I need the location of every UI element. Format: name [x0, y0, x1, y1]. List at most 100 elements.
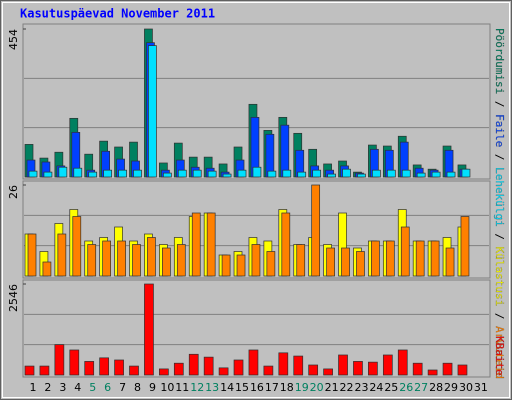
bar	[207, 170, 217, 178]
bar	[265, 133, 275, 178]
bar	[251, 244, 261, 277]
x-tick-label: 6	[104, 381, 111, 394]
legend-entry: KBaite	[493, 336, 506, 376]
bar	[457, 364, 468, 376]
bar	[263, 365, 274, 376]
bar	[129, 365, 139, 376]
bar	[221, 254, 231, 277]
x-tick-label: 5	[89, 381, 96, 394]
bar	[342, 168, 351, 178]
bar	[326, 247, 335, 277]
bar	[248, 349, 259, 376]
bar	[133, 169, 142, 178]
bar	[296, 244, 306, 277]
bar	[173, 362, 184, 376]
bar	[218, 367, 229, 376]
legend-separator: /	[493, 306, 506, 326]
bar	[103, 169, 113, 178]
bar	[412, 362, 423, 376]
x-tick-label: 23	[354, 381, 368, 394]
bar	[356, 251, 365, 277]
bar	[415, 240, 425, 277]
bar	[327, 173, 336, 178]
bar	[69, 349, 80, 376]
x-tick-label: 25	[384, 381, 398, 394]
bar	[446, 171, 456, 178]
bar	[102, 240, 112, 277]
bar	[461, 168, 471, 178]
x-tick-label: 13	[205, 381, 219, 394]
x-tick-label: 12	[190, 381, 204, 394]
bar	[357, 173, 366, 178]
bar	[24, 365, 35, 376]
bar	[39, 365, 50, 376]
bar	[87, 244, 97, 277]
x-tick-label: 14	[220, 381, 234, 394]
bar	[118, 169, 127, 178]
x-tick-label: 31	[474, 381, 488, 394]
bar	[430, 240, 440, 277]
bar	[236, 254, 246, 277]
bar	[427, 369, 438, 376]
bar	[176, 244, 186, 277]
x-tick-label: 15	[235, 381, 249, 394]
x-tick-label: 2	[44, 381, 51, 394]
bar	[58, 166, 68, 178]
bar	[368, 361, 378, 376]
x-tick-label: 27	[414, 381, 428, 394]
legend-entry: Arvuteid	[493, 326, 506, 379]
legend-entry: Faile	[493, 114, 506, 147]
bar	[54, 344, 65, 376]
bar	[382, 354, 393, 376]
bar	[192, 169, 202, 178]
x-tick-label: 17	[265, 381, 279, 394]
legend-separator: /	[493, 147, 506, 167]
legend-entry: Pöördumisi	[493, 28, 506, 94]
bar	[177, 169, 187, 178]
x-tick-label: 7	[119, 381, 126, 394]
bar	[312, 169, 322, 178]
bar	[445, 247, 455, 277]
bar	[206, 212, 216, 277]
bar	[341, 247, 350, 277]
bar	[371, 240, 380, 277]
bar	[297, 171, 307, 178]
bar	[267, 170, 277, 178]
bar	[442, 362, 453, 376]
x-tick-label: 30	[459, 381, 473, 394]
bar	[323, 368, 333, 376]
bar	[162, 247, 171, 277]
bar	[132, 244, 141, 277]
x-tick-label: 16	[250, 381, 264, 394]
bar	[163, 172, 172, 178]
x-tick-label: 18	[280, 381, 294, 394]
bar	[460, 216, 470, 277]
y-tick-label: 26	[7, 185, 20, 199]
legend-separator: /	[493, 94, 506, 114]
bar	[416, 172, 426, 178]
bar	[293, 355, 304, 376]
bar	[431, 171, 441, 178]
bar	[188, 353, 199, 376]
legend: KBaite	[493, 336, 506, 376]
bar	[233, 359, 244, 376]
bar	[114, 359, 124, 376]
bar	[311, 184, 321, 277]
legend: Pöördumisi / Faile / Lehekülgi / Külastu…	[493, 28, 506, 379]
x-tick-label: 10	[160, 381, 174, 394]
bar	[266, 251, 276, 277]
bar	[191, 212, 201, 277]
x-tick-label: 24	[369, 381, 383, 394]
bar	[222, 173, 232, 178]
legend-entry: Lehekülgi	[493, 167, 506, 227]
bar	[252, 166, 262, 178]
bar	[400, 226, 410, 277]
x-tick-label: 1	[30, 381, 37, 394]
legend-separator: /	[493, 227, 506, 247]
x-tick-label: 8	[134, 381, 141, 394]
bar	[386, 169, 396, 178]
y-tick-label: 454	[7, 29, 20, 50]
x-tick-label: 19	[295, 381, 309, 394]
x-tick-label: 4	[74, 381, 81, 394]
